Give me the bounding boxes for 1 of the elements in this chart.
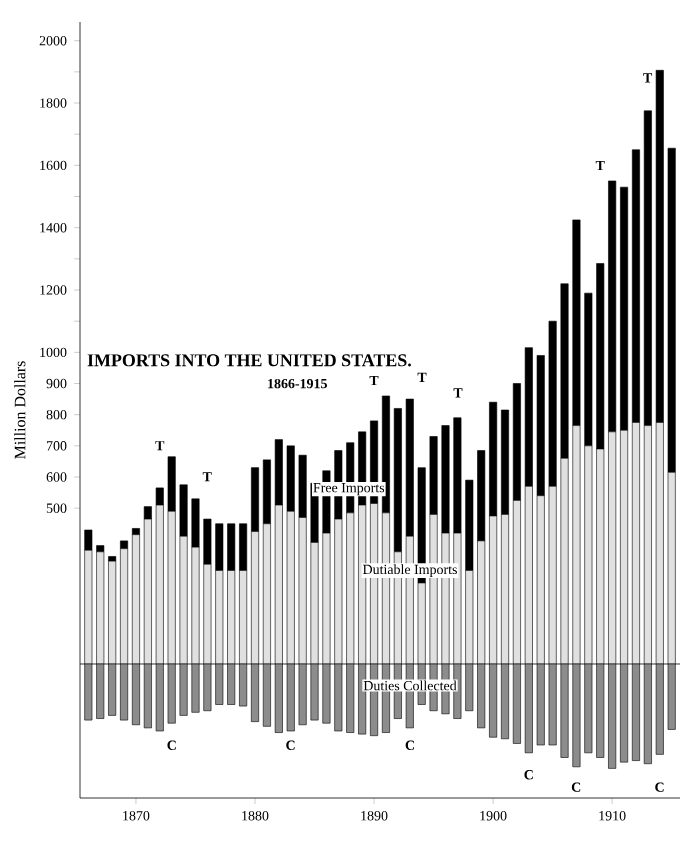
text: IMPORTS INTO THE UNITED STATES.	[87, 354, 411, 367]
